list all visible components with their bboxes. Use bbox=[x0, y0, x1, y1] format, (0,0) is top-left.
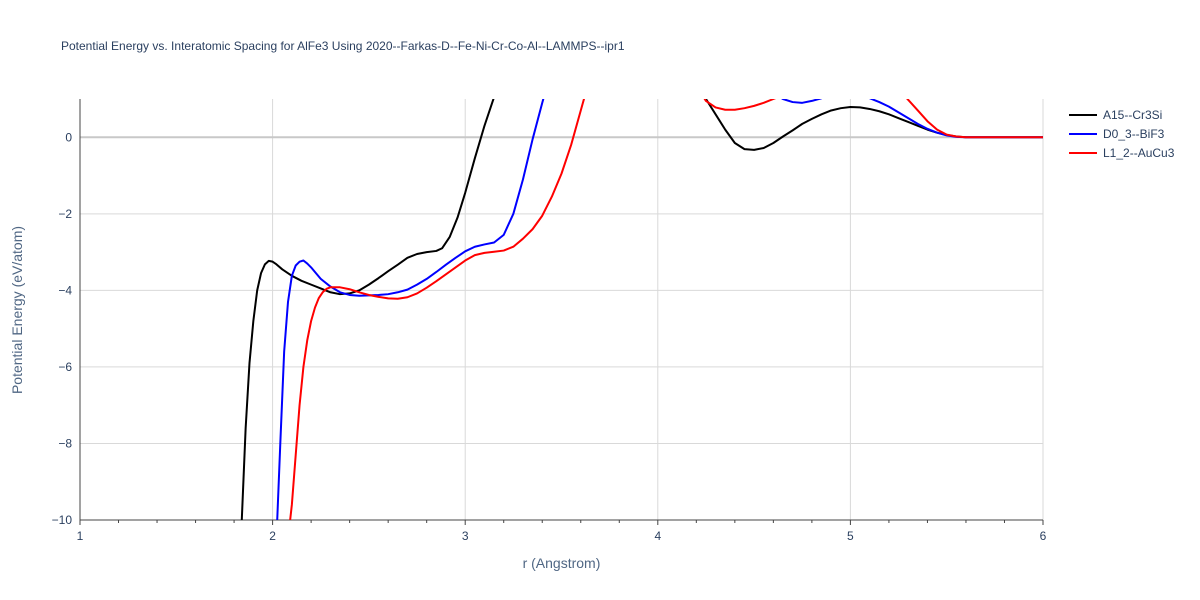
x-tick-label: 5 bbox=[847, 529, 854, 543]
axis-ticks: 1 2 3 4 5 6 −10 −8 −6 −4 −2 0 bbox=[52, 99, 1047, 543]
legend-label: A15--Cr3Si bbox=[1103, 108, 1162, 122]
plot-area bbox=[240, 99, 1043, 520]
y-tick-label: −4 bbox=[58, 283, 72, 297]
x-tick-label: 3 bbox=[462, 529, 469, 543]
y-tick-label: −8 bbox=[58, 436, 72, 450]
grid-lines bbox=[80, 99, 1044, 520]
y-tick-label: 0 bbox=[65, 130, 72, 144]
series-line-3 bbox=[289, 99, 1043, 520]
x-axis-title: r (Angstrom) bbox=[523, 555, 601, 571]
x-tick-label: 2 bbox=[269, 529, 276, 543]
legend-label: D0_3--BiF3 bbox=[1103, 127, 1165, 141]
series-line-1 bbox=[240, 99, 1043, 520]
y-tick-label: −2 bbox=[58, 207, 72, 221]
x-tick-label: 4 bbox=[654, 529, 661, 543]
y-axis-title: Potential Energy (eV/atom) bbox=[9, 226, 25, 394]
x-tick-label: 6 bbox=[1040, 529, 1047, 543]
chart-title: Potential Energy vs. Interatomic Spacing… bbox=[61, 39, 625, 53]
y-tick-label: −10 bbox=[52, 513, 73, 527]
series-line-2 bbox=[276, 99, 1043, 520]
legend-label: L1_2--AuCu3 bbox=[1103, 146, 1175, 160]
x-tick-label: 1 bbox=[77, 529, 84, 543]
y-tick-label: −6 bbox=[58, 360, 72, 374]
legend: A15--Cr3Si D0_3--BiF3 L1_2--AuCu3 bbox=[1069, 108, 1175, 160]
